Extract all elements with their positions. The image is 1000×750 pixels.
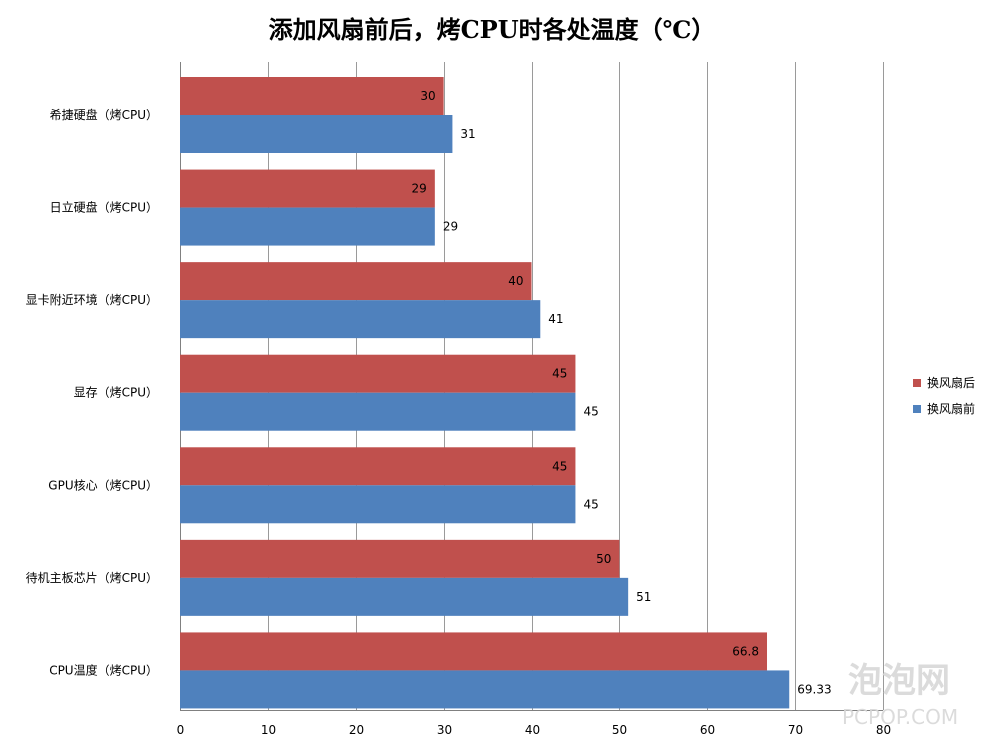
bar-after xyxy=(180,262,532,301)
data-label: 31 xyxy=(460,127,475,141)
x-tick-label: 80 xyxy=(876,723,891,737)
x-tick-label: 40 xyxy=(525,723,540,737)
category-label: CPU温度（烤CPU） xyxy=(49,662,158,677)
data-label: 51 xyxy=(636,590,651,604)
legend-label: 换风扇前 xyxy=(927,401,975,416)
x-tick-label: 30 xyxy=(437,723,452,737)
watermark: 泡泡网 PCPOP.COM xyxy=(842,661,958,729)
bar-before xyxy=(180,392,576,431)
legend-swatch xyxy=(913,405,921,413)
category-labels: 希捷硬盘（烤CPU） 日立硬盘（烤CPU） 显卡附近环境（烤CPU） 显存（烤CPU）… xyxy=(26,107,158,677)
x-axis: 0 10 20 30 40 50 60 70 80 xyxy=(177,723,891,737)
data-label: 66.8 xyxy=(732,644,759,658)
data-label: 30 xyxy=(420,89,435,103)
legend-label: 换风扇后 xyxy=(927,375,975,390)
x-tick-label: 70 xyxy=(788,723,803,737)
x-tick-label: 0 xyxy=(177,723,185,737)
bar-before xyxy=(180,577,629,616)
data-label: 50 xyxy=(596,552,611,566)
category-label: 待机主板芯片（烤CPU） xyxy=(26,570,158,585)
bar-after xyxy=(180,354,576,393)
chart-title: 添加风扇前后，烤CPU时各处温度（℃） xyxy=(269,15,716,44)
category-label: GPU核心（烤CPU） xyxy=(48,477,158,492)
x-tick-label: 60 xyxy=(700,723,715,737)
watermark-en: PCPOP.COM xyxy=(842,705,958,729)
x-tick-label: 50 xyxy=(612,723,627,737)
bar-before xyxy=(180,115,453,153)
bar-before xyxy=(180,300,541,339)
bar-after xyxy=(180,77,444,115)
data-label: 45 xyxy=(552,367,567,381)
category-label: 显卡附近环境（烤CPU） xyxy=(26,292,158,307)
bar-before xyxy=(180,207,435,246)
data-label: 45 xyxy=(583,405,598,419)
bar-before xyxy=(180,670,790,709)
legend-swatch xyxy=(913,379,921,387)
x-tick-label: 10 xyxy=(261,723,276,737)
bar-after xyxy=(180,632,768,671)
data-label: 41 xyxy=(548,312,563,326)
bar-after xyxy=(180,539,620,578)
watermark-cn: 泡泡网 xyxy=(848,661,950,701)
bar-before xyxy=(180,485,576,524)
category-label: 日立硬盘（烤CPU） xyxy=(50,200,158,215)
bar-after xyxy=(180,447,576,486)
data-label: 40 xyxy=(508,274,523,288)
data-label: 45 xyxy=(583,497,598,511)
bars: 30 31 29 29 40 41 45 45 45 45 50 51 66.8 69.33 xyxy=(180,77,832,709)
data-label: 29 xyxy=(443,220,458,234)
data-label: 29 xyxy=(412,182,427,196)
bar-after xyxy=(180,169,435,208)
data-label: 45 xyxy=(552,459,567,473)
category-label: 显存（烤CPU） xyxy=(74,385,158,400)
category-label: 希捷硬盘（烤CPU） xyxy=(50,107,158,122)
x-tick-label: 20 xyxy=(349,723,364,737)
data-label: 69.33 xyxy=(797,682,831,696)
